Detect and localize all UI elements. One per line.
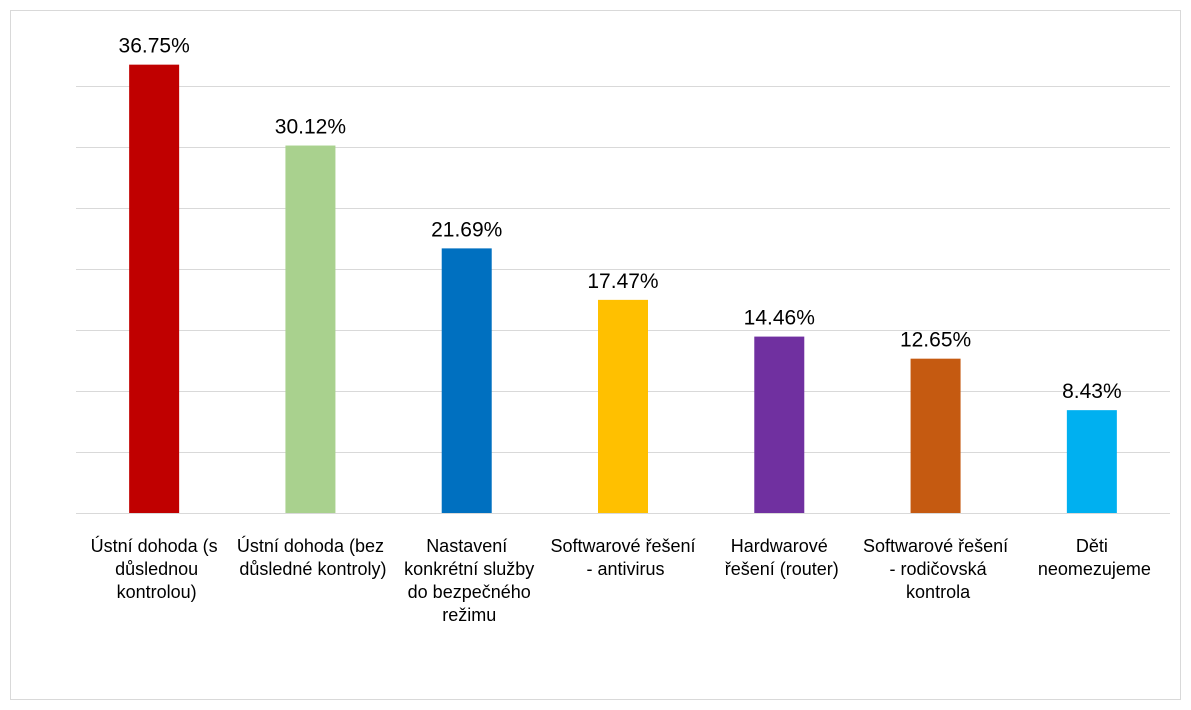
- bar: [598, 299, 648, 513]
- data-label: 30.12%: [275, 116, 346, 139]
- bar: [754, 336, 805, 513]
- x-tick-label: Softwarové řešení - antivirus: [550, 536, 695, 579]
- x-tick-label: Děti neomezujeme: [1033, 536, 1151, 579]
- data-label: 8.43%: [1062, 380, 1122, 403]
- data-label: 17.47%: [587, 270, 658, 293]
- x-tick-label: Softwarové řešení - rodičovská kontrola: [863, 536, 1008, 602]
- bar: [1066, 410, 1117, 513]
- x-tick-label: Nastavení konkrétní služby do bezpečného…: [399, 536, 534, 625]
- bar: [285, 145, 336, 513]
- data-label: 12.65%: [900, 329, 971, 352]
- x-tick-label: Ústní dohoda (bez důsledné kontroly): [234, 535, 386, 579]
- bar: [910, 358, 961, 513]
- chart-frame: [10, 10, 1181, 700]
- x-tick-label: Ústní dohoda (s důslednou kontrolou): [91, 535, 218, 602]
- data-label: 36.75%: [119, 35, 190, 58]
- bar: [129, 64, 180, 514]
- data-label: 14.46%: [744, 307, 815, 330]
- bar: [441, 248, 492, 513]
- x-tick-label: Hardwarové řešení (router): [720, 536, 839, 579]
- data-label: 21.69%: [431, 218, 502, 241]
